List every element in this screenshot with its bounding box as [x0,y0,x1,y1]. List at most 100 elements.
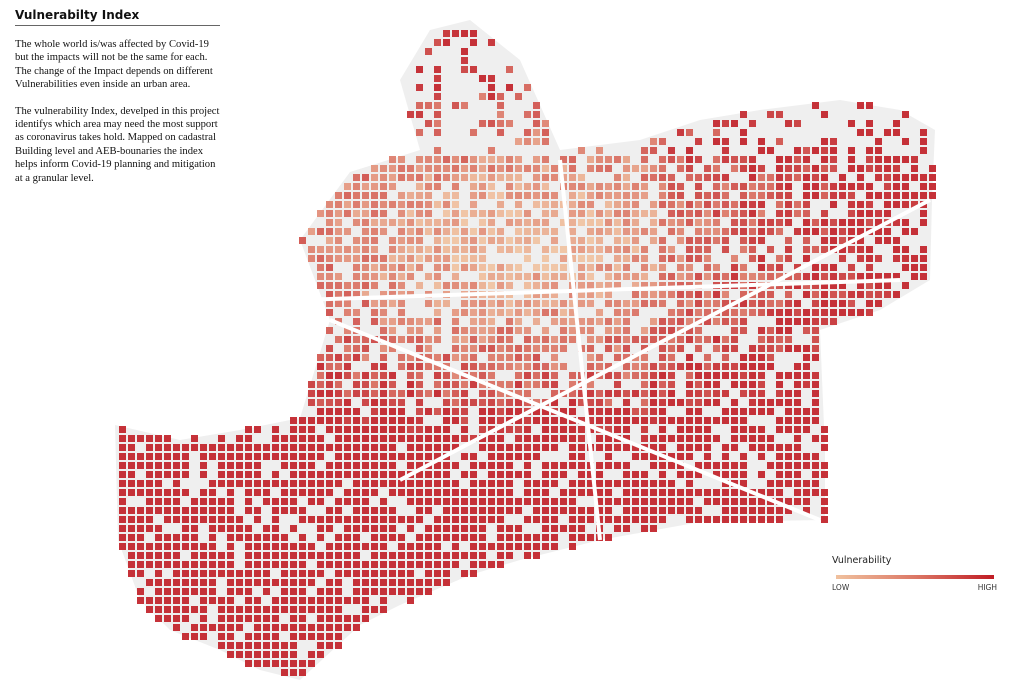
building-block [488,120,495,127]
building-block [299,417,306,424]
building-block [578,210,585,217]
building-block [452,30,459,37]
building-block [470,498,477,505]
building-block [569,327,576,334]
building-block [569,156,576,163]
building-block [146,525,153,532]
building-block [497,345,504,352]
building-block [506,525,513,532]
building-block [767,516,774,523]
building-block [461,381,468,388]
building-block [920,264,927,271]
building-block [218,615,225,622]
building-block [632,390,639,397]
building-block [335,255,342,262]
building-block [371,381,378,388]
building-block [515,345,522,352]
building-block [452,102,459,109]
building-block [542,309,549,316]
building-block [614,210,621,217]
building-block [740,300,747,307]
building-block [461,255,468,262]
building-block [722,192,729,199]
building-block [434,93,441,100]
building-block [407,417,414,424]
building-block [506,444,513,451]
building-block [506,183,513,190]
building-block [632,516,639,523]
building-block [380,444,387,451]
building-block [695,138,702,145]
building-block [299,489,306,496]
building-block [416,363,423,370]
building-block [389,174,396,181]
building-block [749,120,756,127]
building-block [749,363,756,370]
building-block [731,516,738,523]
building-block [785,120,792,127]
building-block [596,282,603,289]
building-block [254,579,261,586]
building-block [776,471,783,478]
building-block [506,246,513,253]
building-block [803,489,810,496]
building-block [659,417,666,424]
building-block [587,255,594,262]
building-block [587,399,594,406]
building-block [560,408,567,415]
building-block [452,210,459,217]
building-block [893,174,900,181]
building-block [344,228,351,235]
building-block [200,615,207,622]
building-block [785,408,792,415]
building-block [389,516,396,523]
building-block [929,174,936,181]
building-block [551,390,558,397]
building-block [920,174,927,181]
building-block [218,516,225,523]
building-block [416,579,423,586]
building-block [317,561,324,568]
building-block [416,516,423,523]
building-block [434,570,441,577]
building-block [821,471,828,478]
building-block [236,471,243,478]
building-block [470,525,477,532]
building-block [551,426,558,433]
building-block [587,291,594,298]
building-block [641,345,648,352]
building-block [578,462,585,469]
building-block [749,273,756,280]
building-block [353,336,360,343]
building-block [587,381,594,388]
building-block [470,309,477,316]
building-block [263,552,270,559]
building-block [731,399,738,406]
building-block [344,399,351,406]
building-block [605,372,612,379]
building-block [398,246,405,253]
building-block [281,561,288,568]
building-block [803,156,810,163]
building-block [479,498,486,505]
building-block [425,156,432,163]
building-block [128,471,135,478]
building-block [434,534,441,541]
building-block [605,291,612,298]
building-block [335,363,342,370]
building-block [560,426,567,433]
building-block [605,435,612,442]
building-block [848,183,855,190]
building-block [749,408,756,415]
building-block [371,237,378,244]
building-block [821,147,828,154]
building-block [290,426,297,433]
building-block [191,435,198,442]
building-block [335,453,342,460]
building-block [533,417,540,424]
building-block [893,156,900,163]
building-block [758,138,765,145]
building-block [659,498,666,505]
building-block [740,201,747,208]
